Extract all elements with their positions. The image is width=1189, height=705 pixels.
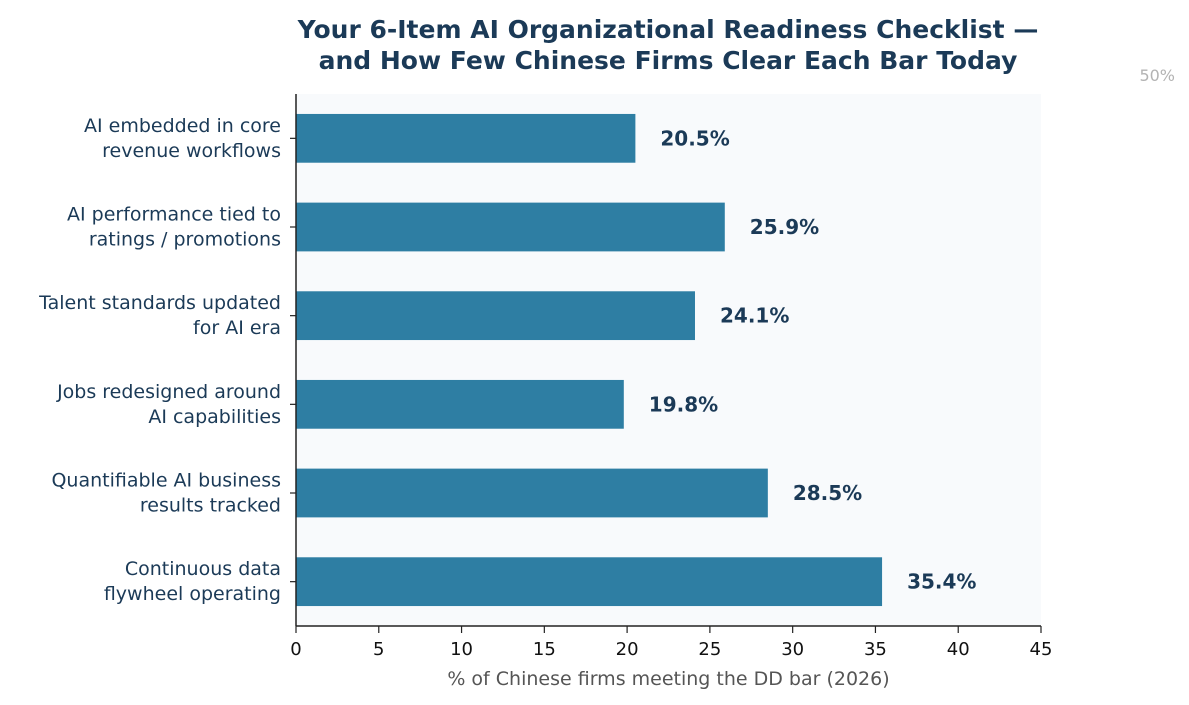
x-tick-label: 5 — [373, 639, 384, 660]
bar — [296, 379, 624, 429]
x-tick-label: 35 — [864, 639, 887, 660]
value-label: 24.1% — [720, 304, 789, 328]
category-label: Talent standards updated — [38, 292, 281, 314]
x-ticks-group: 0 5 10 15 20 25 30 35 40 45 — [290, 626, 1052, 660]
category-label: Jobs redesigned around — [56, 381, 281, 403]
category-labels-group: AI embedded in core revenue workflows AI p… — [38, 115, 281, 605]
x-tick-label: 45 — [1030, 639, 1053, 660]
x-tick-label: 40 — [947, 639, 970, 660]
x-tick-label: 10 — [450, 639, 473, 660]
category-label: revenue workflows — [102, 140, 281, 162]
bar — [296, 113, 636, 163]
category-label: AI performance tied to — [67, 204, 281, 226]
value-label: 20.5% — [660, 126, 729, 150]
x-axis-title: % of Chinese firms meeting the DD bar (2… — [447, 668, 889, 690]
x-tick-label: 25 — [698, 639, 721, 660]
value-label: 35.4% — [907, 570, 976, 594]
chart-title: Your 6-Item AI Organizational Readiness … — [297, 15, 1039, 75]
x-tick-label: 15 — [533, 639, 556, 660]
x-tick-label: 20 — [616, 639, 639, 660]
bar — [296, 202, 725, 252]
category-label: results tracked — [140, 495, 281, 517]
category-label: AI embedded in core — [84, 115, 281, 137]
category-label: ratings / promotions — [89, 229, 281, 251]
chart-title-line: and How Few Chinese Firms Clear Each Bar… — [319, 46, 1018, 75]
x-tick-label: 0 — [290, 639, 301, 660]
bars-group — [296, 113, 883, 607]
category-label: Continuous data — [125, 558, 281, 580]
bar — [296, 468, 768, 518]
plot-area — [296, 94, 1041, 626]
value-label: 28.5% — [793, 481, 862, 505]
value-label: 19.8% — [649, 392, 718, 416]
bar — [296, 291, 695, 341]
chart-title-line: Your 6-Item AI Organizational Readiness … — [297, 15, 1039, 44]
axes-group — [290, 94, 1041, 627]
category-label: AI capabilities — [148, 406, 281, 428]
reference-label: 50% — [1139, 66, 1175, 85]
value-label: 25.9% — [750, 215, 819, 239]
bar — [296, 557, 883, 607]
category-label: Quantifiable AI business — [51, 470, 281, 492]
value-labels-group: 20.5% 25.9% 24.1% 19.8% 28.5% 35.4% — [649, 126, 977, 593]
category-label: for AI era — [193, 317, 281, 339]
category-label: flywheel operating — [104, 583, 281, 605]
x-tick-label: 30 — [781, 639, 804, 660]
